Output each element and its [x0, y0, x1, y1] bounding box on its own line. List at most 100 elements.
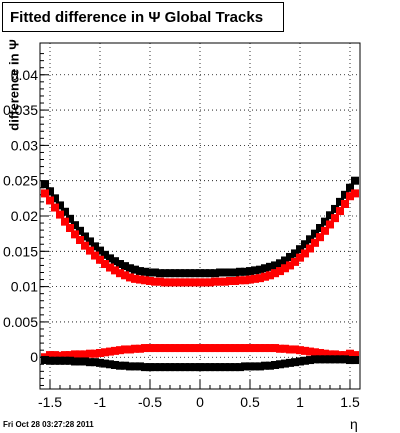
- data-point: [116, 346, 124, 355]
- data-point: [321, 355, 329, 364]
- timestamp: Fri Oct 28 03:27:28 2011: [3, 420, 94, 429]
- data-point: [321, 226, 329, 235]
- data-point: [206, 278, 214, 287]
- data-point: [276, 267, 284, 276]
- data-point: [301, 356, 309, 365]
- data-point: [211, 344, 219, 353]
- data-point: [251, 344, 259, 353]
- data-point: [71, 230, 79, 239]
- data-point: [341, 355, 349, 364]
- data-point: [131, 344, 139, 353]
- data-point: [106, 263, 114, 272]
- data-point: [206, 363, 214, 372]
- x-tick-label: 0.5: [240, 394, 260, 410]
- data-point: [251, 362, 259, 371]
- data-point: [246, 275, 254, 284]
- data-point: [51, 351, 59, 360]
- data-point: [151, 268, 159, 277]
- data-point: [121, 345, 129, 354]
- data-point: [326, 211, 334, 220]
- data-point: [136, 267, 144, 276]
- data-point: [171, 278, 179, 287]
- data-point: [241, 276, 249, 285]
- data-point: [236, 276, 244, 285]
- data-point: [261, 361, 269, 370]
- data-point: [211, 269, 219, 278]
- data-point: [351, 189, 359, 198]
- y-tick-label: 0.035: [3, 102, 38, 118]
- y-tick-label: 0.04: [11, 67, 38, 83]
- data-point: [296, 357, 304, 366]
- data-point: [91, 242, 99, 251]
- data-point: [171, 269, 179, 278]
- data-point: [86, 246, 94, 255]
- data-point: [56, 201, 64, 210]
- data-point: [226, 268, 234, 277]
- data-point: [331, 355, 339, 364]
- data-point: [236, 363, 244, 372]
- data-point: [166, 269, 174, 278]
- y-tick-label: 0.015: [3, 243, 38, 259]
- data-point: [231, 363, 239, 372]
- data-point: [241, 344, 249, 353]
- data-point: [126, 264, 134, 273]
- axis-ticks: -1.5 -1 -0.5 0 0.5 1 1.5 0 0.005 0.01 0.015 0.02 0.0…: [3, 53, 360, 410]
- data-point: [346, 349, 354, 358]
- chart-title: Fitted difference in Ψ Global Tracks: [10, 9, 264, 26]
- data-point: [171, 344, 179, 353]
- data-point: [216, 363, 224, 372]
- data-point: [216, 268, 224, 277]
- data-point: [276, 259, 284, 268]
- data-point: [301, 240, 309, 249]
- data-point: [96, 358, 104, 367]
- data-point: [176, 269, 184, 278]
- data-point: [76, 236, 84, 245]
- data-point: [291, 345, 299, 354]
- data-point: [86, 358, 94, 367]
- data-point: [141, 363, 149, 372]
- data-point: [331, 214, 339, 223]
- data-point: [246, 362, 254, 371]
- data-point: [186, 344, 194, 353]
- data-point: [111, 266, 119, 275]
- data-point: [211, 277, 219, 286]
- data-point: [171, 363, 179, 372]
- data-point: [311, 355, 319, 364]
- data-point: [206, 344, 214, 353]
- data-point: [46, 356, 54, 365]
- data-point: [271, 344, 279, 353]
- data-point: [216, 344, 224, 353]
- data-point: [81, 232, 89, 241]
- data-point: [331, 350, 339, 359]
- y-tick-label: 0.005: [3, 314, 38, 330]
- data-point: [76, 357, 84, 366]
- data-point: [306, 244, 314, 253]
- data-point: [191, 269, 199, 278]
- data-point: [41, 180, 49, 189]
- data-point: [196, 278, 204, 287]
- data-point: [326, 220, 334, 229]
- data-point: [96, 246, 104, 255]
- data-point: [281, 256, 289, 265]
- data-point: [311, 229, 319, 238]
- data-point: [221, 363, 229, 372]
- data-point: [141, 344, 149, 353]
- data-point: [291, 358, 299, 367]
- data-point: [111, 360, 119, 369]
- y-axis-label: difference in Ψ: [6, 39, 22, 131]
- data-point: [281, 264, 289, 273]
- data-point: [166, 344, 174, 353]
- data-point: [191, 344, 199, 353]
- data-point: [151, 363, 159, 372]
- data-point: [146, 268, 154, 277]
- data-point: [131, 265, 139, 274]
- data-point: [246, 344, 254, 353]
- data-point: [136, 344, 144, 353]
- data-point: [341, 351, 349, 360]
- data-point: [251, 266, 259, 275]
- data-point: [56, 356, 64, 365]
- data-point: [331, 204, 339, 213]
- data-point: [81, 357, 89, 366]
- data-point: [91, 251, 99, 260]
- data-point: [231, 276, 239, 285]
